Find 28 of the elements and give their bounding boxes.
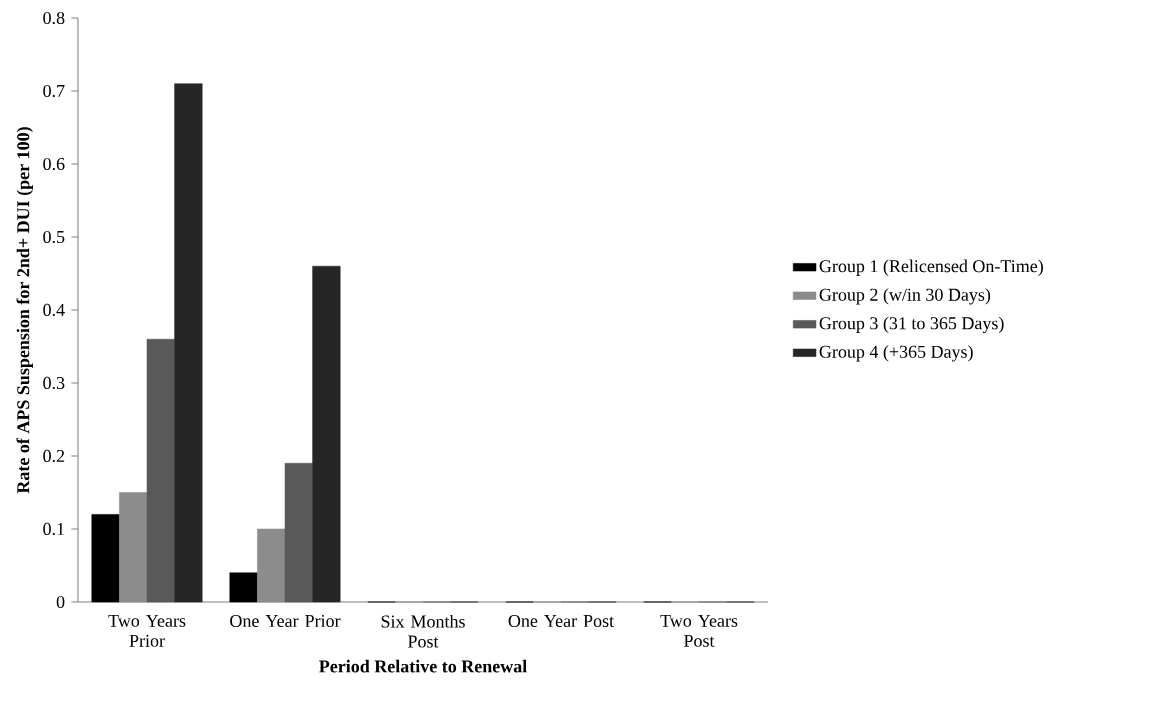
y-tick-label: 0.6 — [43, 157, 65, 171]
legend-label: Group 2 (w/in 30 Days) — [819, 288, 991, 305]
y-tick-label: 0.2 — [43, 449, 65, 463]
y-axis-title: Rate of APS Suspension for 2nd+ DUI (per 100) — [16, 127, 33, 494]
bar — [174, 83, 203, 603]
bar — [229, 572, 258, 603]
y-tick-label: 0.1 — [43, 522, 64, 536]
y-tick-label: 0 — [56, 595, 65, 609]
y-tick-label: 0.5 — [43, 230, 65, 244]
y-tick-label: 0.7 — [43, 84, 65, 98]
y-tick-label: 0.4 — [43, 303, 65, 317]
x-tick-label: One Year Post — [508, 614, 614, 627]
bar — [146, 338, 175, 603]
x-axis-title: Period Relative to Renewal — [319, 659, 527, 673]
bar — [257, 528, 286, 603]
x-tick-label: Two Years Post — [660, 614, 738, 647]
y-tick-label: 0.8 — [43, 11, 65, 25]
legend-label: Group 4 (+365 Days) — [819, 345, 973, 362]
bar — [312, 265, 341, 603]
bar — [91, 514, 120, 603]
bar — [284, 463, 313, 603]
y-tick-label: 0.3 — [43, 376, 65, 390]
bar — [119, 492, 148, 603]
x-tick-label: Two Years Prior — [108, 614, 186, 647]
x-tick-label: Six Months Post — [381, 614, 465, 648]
legend-label: Group 3 (31 to 365 Days) — [819, 316, 1004, 334]
legend-label: Group 1 (Relicensed On-Time) — [819, 259, 1043, 276]
x-tick-label: One Year Prior — [230, 614, 341, 627]
